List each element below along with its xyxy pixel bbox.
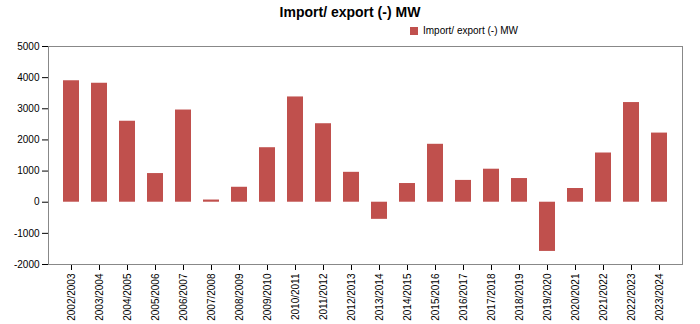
svg-text:3000: 3000: [17, 103, 40, 114]
svg-text:2013/2014: 2013/2014: [374, 273, 385, 321]
svg-text:2004/2005: 2004/2005: [122, 273, 133, 321]
svg-text:2012/2013: 2012/2013: [346, 273, 357, 321]
svg-text:2010/2011: 2010/2011: [290, 273, 301, 320]
svg-text:2020/2021: 2020/2021: [570, 273, 581, 321]
svg-text:4000: 4000: [17, 72, 40, 83]
svg-text:2015/2016: 2015/2016: [430, 273, 441, 321]
svg-text:2000: 2000: [17, 134, 40, 145]
svg-text:2019/2020: 2019/2020: [542, 273, 553, 321]
svg-text:-1000: -1000: [14, 228, 40, 239]
svg-text:2007/2008: 2007/2008: [206, 273, 217, 321]
svg-text:2003/2004: 2003/2004: [94, 273, 105, 321]
svg-text:2005/2006: 2005/2006: [150, 273, 161, 321]
svg-text:2018/2019: 2018/2019: [514, 273, 525, 321]
svg-text:2002/2003: 2002/2003: [66, 273, 77, 321]
svg-text:2023/2024: 2023/2024: [654, 273, 665, 321]
svg-text:0: 0: [34, 196, 40, 207]
svg-text:2022/2023: 2022/2023: [626, 273, 637, 321]
html-text:Import/ export (-) MW: Import/ export (-) MW: [279, 4, 421, 20]
svg-text:2009/2010: 2009/2010: [262, 273, 273, 321]
svg-text:5000: 5000: [17, 41, 40, 52]
svg-text:2021/2022: 2021/2022: [598, 273, 609, 321]
svg-text:2016/2017: 2016/2017: [458, 273, 469, 321]
svg-text:2006/2007: 2006/2007: [178, 273, 189, 321]
svg-text:2011/2012: 2011/2012: [318, 273, 329, 320]
svg-text:1000: 1000: [17, 165, 40, 176]
html-text:Import/ export (-) MW: Import/ export (-) MW: [423, 25, 518, 36]
svg-text:2014/2015: 2014/2015: [402, 273, 413, 321]
svg-text:-2000: -2000: [14, 259, 40, 270]
svg-text:2008/2009: 2008/2009: [234, 273, 245, 321]
svg-text:2017/2018: 2017/2018: [486, 273, 497, 321]
